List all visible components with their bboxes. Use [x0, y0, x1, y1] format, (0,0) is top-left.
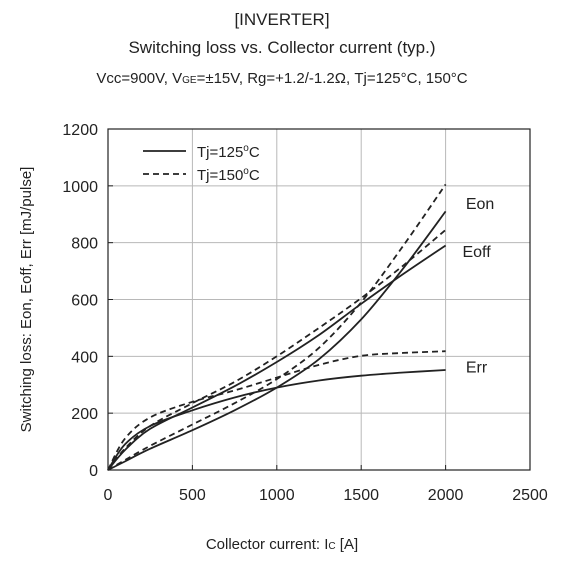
- y-tick-label: 1200: [62, 122, 98, 139]
- series-line-tj150: [107, 183, 447, 471]
- y-tick-label: 400: [71, 349, 98, 366]
- y-axis-label: Switching loss: Eon, Eoff, Err [mJ/pulse…: [18, 167, 35, 433]
- legend-label: Tj=150oC: [197, 166, 260, 184]
- x-tick-label: 1000: [259, 487, 295, 504]
- series-line-tj125: [107, 369, 446, 471]
- chart-title: Switching loss vs. Collector current (ty…: [128, 38, 436, 57]
- x-label-subscript: C: [328, 541, 336, 552]
- y-tick-label: 800: [71, 236, 98, 253]
- series-line-tj150: [107, 350, 446, 471]
- y-tick-label: 200: [71, 406, 98, 423]
- section-heading: [INVERTER]: [234, 10, 330, 29]
- x-tick-label: 500: [179, 487, 206, 504]
- test-conditions: Vcc=900V, VGE=±15V, Rg=+1.2/-1.2Ω, Tj=12…: [0, 70, 564, 87]
- x-axis-label: Collector current: IC [A]: [0, 536, 564, 553]
- conditions-subscript: GE: [182, 75, 197, 86]
- series-line-tj150: [107, 229, 447, 471]
- y-tick-label: 0: [89, 463, 98, 480]
- series-line-tj125: [107, 244, 447, 471]
- x-tick-label: 0: [104, 487, 113, 504]
- x-label-prefix: Collector current: I: [205, 536, 329, 553]
- y-tick-label: 600: [71, 293, 98, 310]
- series-line-tj125: [107, 210, 447, 471]
- curve-label: Eon: [466, 196, 494, 213]
- conditions-prefix: Vcc=900V, V: [96, 70, 183, 87]
- curve-label: Eoff: [462, 244, 491, 261]
- y-tick-label: 1000: [62, 179, 98, 196]
- curve-label: Err: [466, 359, 488, 376]
- x-tick-label: 2000: [428, 487, 464, 504]
- legend-label: Tj=125oC: [197, 143, 260, 161]
- x-tick-label: 2500: [512, 487, 548, 504]
- conditions-suffix: =±15V, Rg=+1.2/-1.2Ω, Tj=125°C, 150°C: [196, 70, 468, 87]
- x-tick-label: 1500: [343, 487, 379, 504]
- x-label-suffix: [A]: [335, 536, 359, 553]
